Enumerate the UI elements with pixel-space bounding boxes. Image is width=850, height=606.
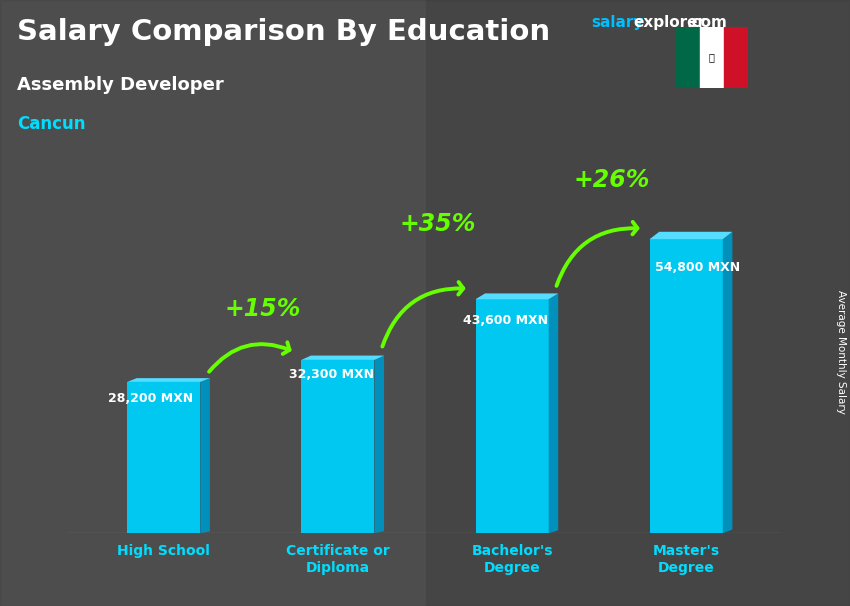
Polygon shape — [302, 360, 375, 533]
Text: Salary Comparison By Education: Salary Comparison By Education — [17, 18, 550, 46]
Polygon shape — [128, 382, 201, 533]
Text: salary: salary — [591, 15, 643, 30]
Text: .com: .com — [687, 15, 728, 30]
Bar — [0, 0, 425, 606]
Bar — [676, 27, 700, 88]
Bar — [724, 27, 748, 88]
Text: 32,300 MXN: 32,300 MXN — [289, 368, 374, 381]
Polygon shape — [475, 293, 558, 299]
Polygon shape — [201, 378, 210, 533]
Text: 28,200 MXN: 28,200 MXN — [108, 391, 193, 405]
Text: 43,600 MXN: 43,600 MXN — [463, 315, 548, 327]
Polygon shape — [649, 231, 733, 239]
Text: Average Monthly Salary: Average Monthly Salary — [836, 290, 846, 413]
Text: +15%: +15% — [225, 297, 301, 321]
Text: +26%: +26% — [573, 168, 649, 192]
Bar — [425, 0, 850, 606]
Polygon shape — [722, 231, 733, 533]
Polygon shape — [548, 293, 558, 533]
Polygon shape — [649, 239, 722, 533]
Text: Assembly Developer: Assembly Developer — [17, 76, 224, 94]
Polygon shape — [302, 356, 384, 360]
Text: +35%: +35% — [399, 212, 475, 236]
Polygon shape — [475, 299, 548, 533]
Text: 54,800 MXN: 54,800 MXN — [654, 261, 740, 275]
Bar — [700, 27, 724, 88]
Polygon shape — [375, 356, 384, 533]
Text: Cancun: Cancun — [17, 115, 86, 133]
Text: explorer: explorer — [633, 15, 706, 30]
Text: 🦅: 🦅 — [709, 53, 715, 62]
Polygon shape — [128, 378, 210, 382]
